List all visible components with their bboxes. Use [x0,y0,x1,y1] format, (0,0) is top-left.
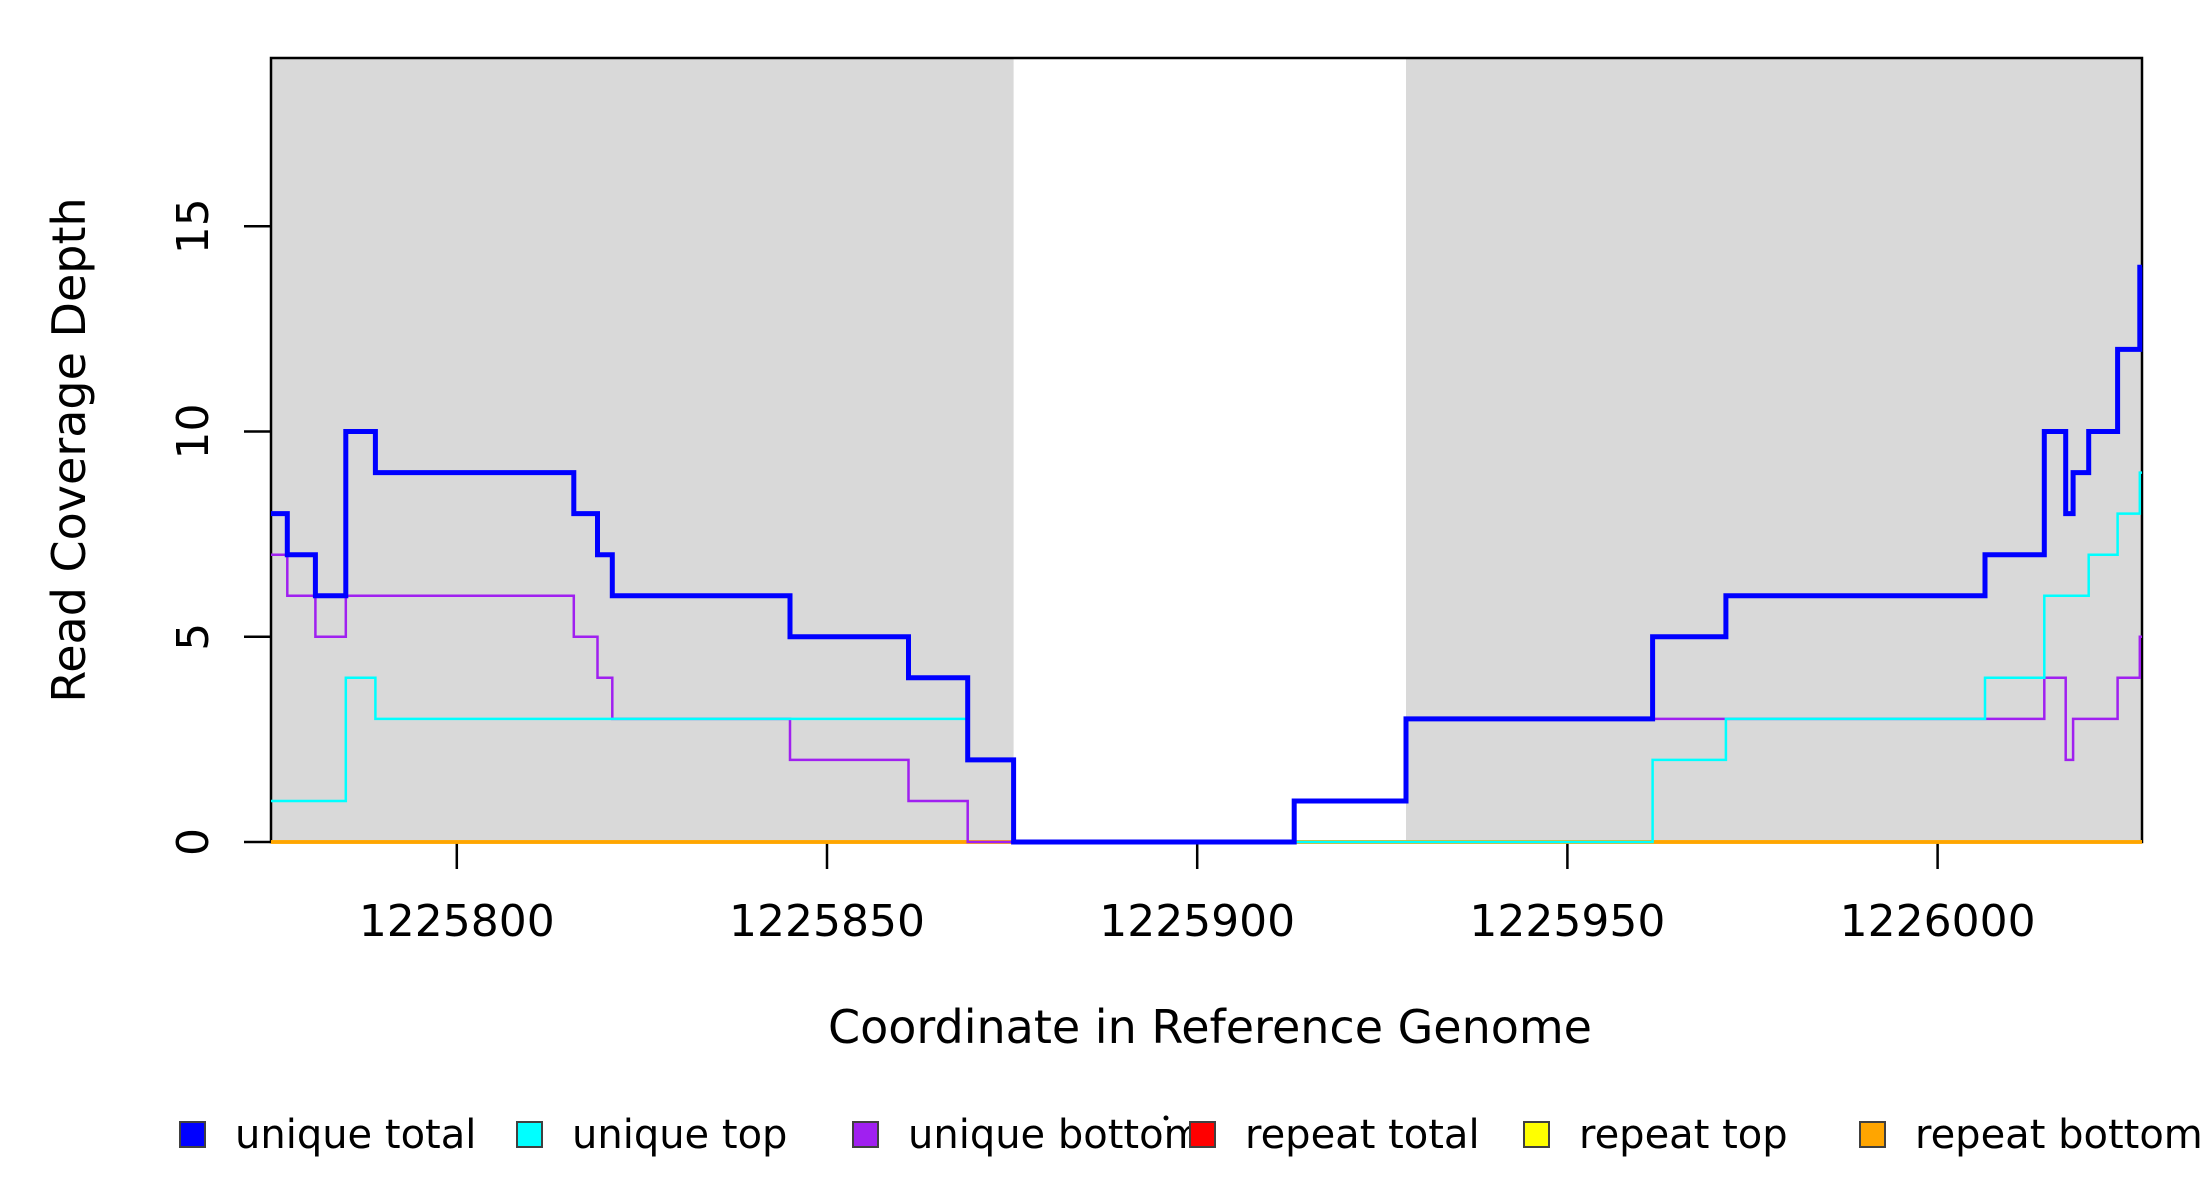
stray-point-dot [1163,1115,1169,1121]
legend-swatch-unique-top [516,1121,543,1148]
legend-swatch-unique-bottom [852,1121,879,1148]
legend-label-repeat-bottom: repeat bottom [1915,1112,2200,1158]
x-tick-label: 1225800 [359,896,555,947]
series-line-unique-bottom [271,553,2142,844]
x-tick-label: 1226000 [1840,896,2036,947]
legend-label-repeat-total: repeat total [1245,1112,1480,1158]
series-line-unique-total [271,264,2143,845]
x-tick-label: 1225850 [729,896,925,947]
legend-swatch-repeat-total [1189,1121,1216,1148]
shaded-region-1 [271,58,1014,842]
legend-label-repeat-top: repeat top [1579,1112,1788,1158]
legend-swatch-repeat-top [1523,1121,1550,1148]
legend-label-unique-top: unique top [572,1112,787,1158]
y-tick-label: 10 [168,404,219,460]
legend-swatch-unique-total [179,1121,206,1148]
legend-label-unique-total: unique total [235,1112,476,1158]
series-line-unique-top [271,471,2142,844]
x-tick-label: 1225950 [1469,896,1665,947]
y-tick-label: 5 [168,623,219,651]
shaded-region-2 [1406,58,2142,842]
legend-label-unique-bottom: unique bottom [908,1112,1203,1158]
legend-swatch-repeat-bottom [1859,1121,1886,1148]
x-tick-label: 1225900 [1099,896,1295,947]
y-tick-label: 0 [168,828,219,856]
x-axis-title: Coordinate in Reference Genome [828,1000,1592,1054]
y-axis-title: Read Coverage Depth [42,197,96,702]
y-tick-label: 15 [168,198,219,254]
